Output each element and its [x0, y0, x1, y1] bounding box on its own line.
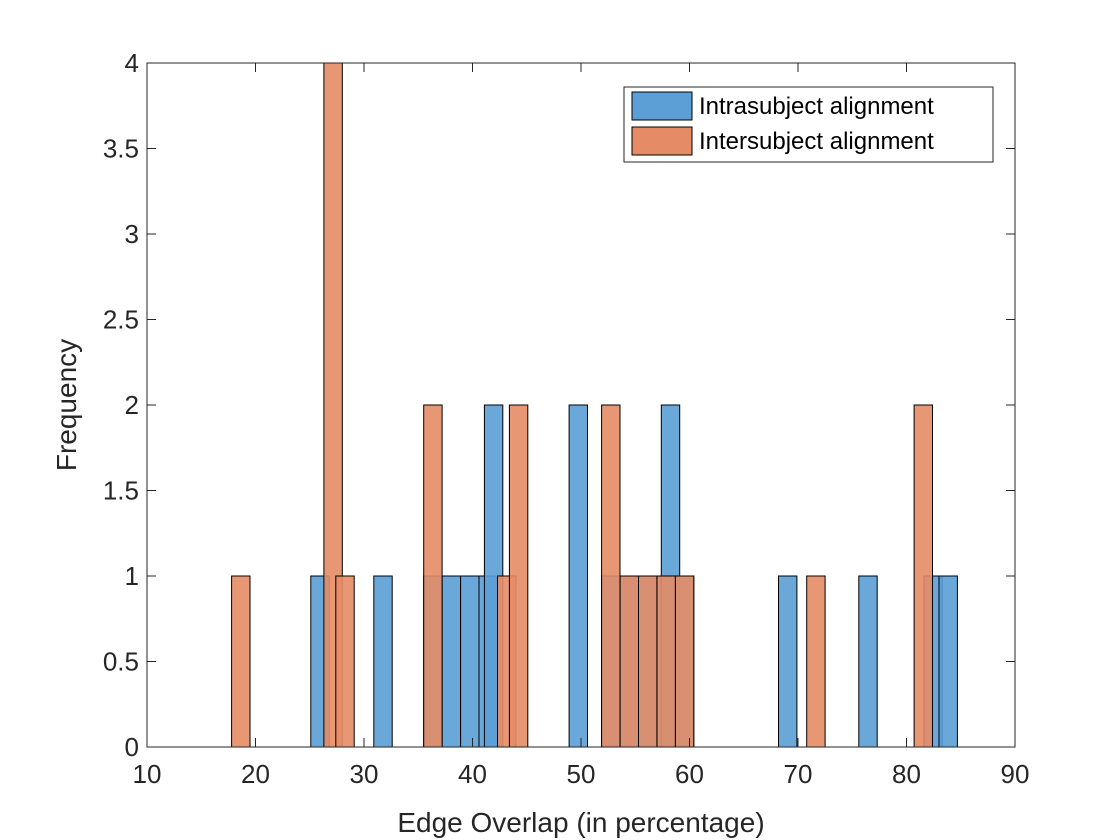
ticks-layer: 10 20 30 40 50 60 70 80 90 0 0.5 1 1.5 2 2.5 3 3.5 4: [103, 48, 1030, 789]
bar-intersubject-9: [656, 575, 676, 748]
x-tick-label-5: 60: [675, 759, 704, 789]
bar-intersubject-12: [913, 404, 933, 748]
y-tick-label-3: 1.5: [103, 476, 139, 506]
bars-layer: [231, 62, 958, 748]
bar-intrasubject-7: [568, 404, 588, 748]
y-tick-label-4: 2: [125, 390, 139, 420]
x-tick-label-8: 90: [1001, 759, 1030, 789]
bar-intersubject-3: [423, 404, 443, 748]
x-axis-label: Edge Overlap (in percentage): [397, 807, 764, 838]
y-axis-label: Frequency: [51, 339, 82, 471]
x-tick-label-6: 70: [784, 759, 813, 789]
x-tick-label-7: 80: [892, 759, 921, 789]
x-tick-label-1: 20: [241, 759, 270, 789]
bar-intersubject-6: [601, 404, 621, 748]
bar-intrasubject-1: [373, 575, 393, 748]
legend: Intrasubject alignment Intersubject alig…: [623, 86, 994, 163]
y-tick-label-7: 3.5: [103, 134, 139, 164]
bar-intersubject-11: [806, 575, 826, 748]
legend-label-intersubject: Intersubject alignment: [699, 128, 934, 155]
y-tick-label-6: 3: [125, 219, 139, 249]
bar-intersubject-10: [674, 575, 695, 748]
bar-intersubject-2: [335, 575, 355, 748]
bar-intersubject-5: [508, 404, 529, 748]
bar-intersubject-8: [638, 575, 658, 748]
x-tick-label-0: 10: [133, 759, 162, 789]
bar-intrasubject-17: [938, 575, 958, 748]
x-tick-label-3: 40: [458, 759, 487, 789]
bar-intrasubject-15: [858, 575, 878, 748]
y-tick-label-0: 0: [125, 732, 139, 762]
bar-intrasubject-14: [778, 575, 798, 748]
y-tick-label-5: 2.5: [103, 305, 139, 335]
legend-swatch-intrasubject: [631, 91, 693, 121]
y-tick-label-8: 4: [125, 48, 139, 78]
bar-intersubject-7: [619, 575, 639, 748]
legend-label-intrasubject: Intrasubject alignment: [699, 93, 934, 120]
x-tick-label-4: 50: [567, 759, 596, 789]
y-tick-label-1: 0.5: [103, 647, 139, 677]
x-tick-label-2: 30: [350, 759, 379, 789]
bar-intrasubject-3: [441, 575, 462, 748]
bar-intrasubject-4: [460, 575, 480, 748]
y-tick-label-2: 1: [125, 561, 139, 591]
legend-swatch-intersubject: [631, 126, 693, 156]
bar-intersubject-0: [231, 575, 251, 748]
